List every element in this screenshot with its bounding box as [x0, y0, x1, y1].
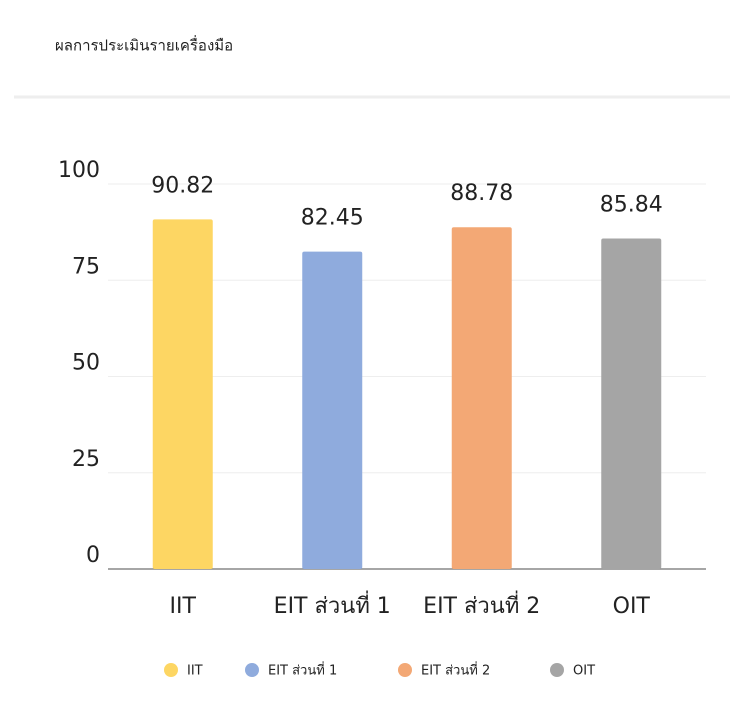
chart-title: ผลการประเมินรายเครื่องมือ: [55, 35, 233, 55]
legend-marker: [550, 663, 564, 677]
value-label: 82.45: [301, 206, 364, 231]
legend-label: IIT: [187, 664, 203, 679]
legend-marker: [245, 663, 259, 677]
bar: [451, 227, 512, 569]
bar: [302, 251, 363, 569]
legend-label: EIT ส่วนที่ 1: [268, 662, 337, 679]
y-tick-label: 0: [86, 543, 100, 568]
bar: [601, 238, 662, 570]
legend-label: OIT: [573, 664, 595, 679]
y-tick-label: 100: [58, 158, 100, 183]
value-label: 88.78: [450, 181, 513, 206]
y-tick-label: 25: [72, 447, 100, 472]
x-tick-label: IIT: [170, 594, 197, 619]
bar: [152, 219, 213, 569]
legend-marker: [398, 663, 412, 677]
y-tick-label: 50: [72, 351, 100, 376]
value-label: 85.84: [600, 193, 663, 218]
legend-label: EIT ส่วนที่ 2: [421, 662, 490, 679]
y-tick-label: 75: [72, 254, 100, 279]
legend-marker: [164, 663, 178, 677]
x-tick-label: OIT: [613, 594, 651, 619]
x-tick-label: EIT ส่วนที่ 1: [274, 590, 391, 619]
x-tick-label: EIT ส่วนที่ 2: [423, 590, 540, 619]
value-label: 90.82: [151, 173, 214, 198]
